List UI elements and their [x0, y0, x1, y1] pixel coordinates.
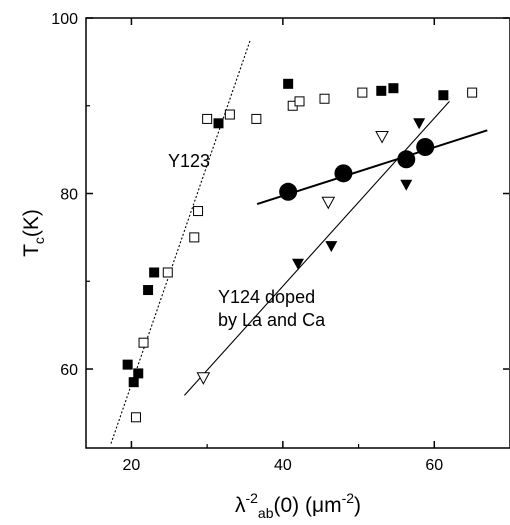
y-tick-label: 80 [60, 187, 78, 204]
open-triangle-point [375, 130, 389, 144]
x-tick-label: 60 [425, 457, 443, 474]
filled-circle-point [334, 164, 353, 183]
open-square-point [319, 93, 330, 104]
filled-square-point [128, 377, 139, 388]
annotation-line: by La and Ca [218, 310, 326, 330]
filled-triangle-point [413, 118, 426, 130]
annotation-line: Y124 doped [218, 287, 315, 307]
y-tick-label: 100 [51, 11, 78, 28]
open-square-point [193, 206, 204, 217]
open-triangle-point [196, 372, 211, 385]
filled-triangle-point [400, 179, 413, 191]
x-tick-label: 40 [274, 457, 292, 474]
open-triangle-point [321, 196, 336, 210]
filled-square-point [213, 118, 224, 129]
x-axis-title: λ-2ab(0) (μm-2) [235, 490, 361, 521]
filled-square-point [149, 267, 160, 278]
filled-square-point [143, 285, 154, 296]
filled-triangle-point [292, 258, 304, 270]
open-square-point [138, 337, 149, 348]
filled-square-point [388, 83, 399, 94]
annotation-y124: Y124 doped by La and Ca [218, 287, 326, 330]
open-square-point [251, 113, 262, 124]
annotation-y123: Y123 [168, 151, 210, 171]
y123-fit-line [110, 39, 251, 444]
filled-square-point [133, 368, 144, 379]
filled-circle-point [416, 138, 435, 156]
filled-square-point [376, 85, 387, 96]
filled-square-point [122, 359, 133, 370]
filled-circle-point [397, 150, 416, 169]
filled-square-point [438, 90, 449, 101]
y124-fit-line [184, 100, 450, 396]
filled-circle-point [279, 182, 298, 201]
axis-ticks [86, 17, 509, 448]
open-square-point [224, 109, 235, 120]
filled-triangle-point [325, 241, 338, 253]
tick-labels: 20 40 60 60 80 100 [51, 11, 443, 474]
y-tick-label: 60 [60, 362, 78, 379]
open-square-point [357, 87, 368, 98]
open-square-point [202, 113, 213, 124]
x-tick-label: 20 [123, 457, 141, 474]
filled-square-point [283, 78, 294, 89]
open-square-point [162, 267, 173, 278]
open-square-point [189, 232, 200, 243]
open-square-point [130, 412, 141, 423]
plot-frame [85, 17, 510, 449]
open-square-point [467, 87, 478, 98]
y-axis-title: Tc(K) [20, 209, 47, 257]
data-markers [122, 78, 478, 423]
open-square-point [294, 96, 305, 107]
